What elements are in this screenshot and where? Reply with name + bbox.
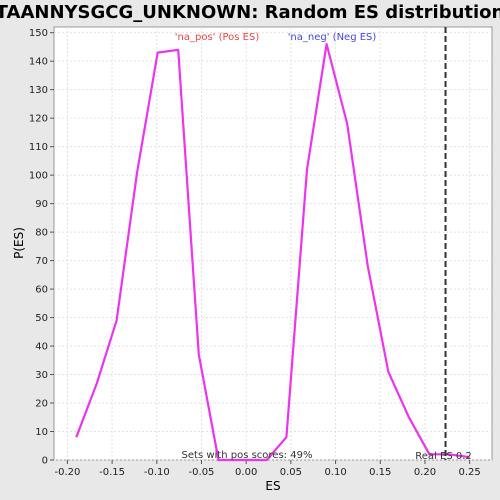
x-tick-label: 0.00	[235, 467, 257, 478]
y-tick-label: 80	[35, 228, 48, 239]
x-tick-label: 0.25	[459, 467, 481, 478]
x-tick-label: -0.10	[144, 467, 170, 478]
y-tick-label: 130	[29, 85, 48, 96]
y-tick-label: 120	[29, 114, 48, 125]
axis-ticks: 0 10 20 30 40 50 60 70 80 90 100 110 120 130 140 150 -0.…	[29, 28, 481, 478]
pos-es-label: 'na_pos' (Pos ES)	[175, 32, 260, 43]
plot-area	[53, 26, 493, 461]
pos-scores-footer: Sets with pos scores: 49%	[182, 450, 313, 461]
y-tick-label: 0	[42, 456, 48, 467]
y-tick-label: 70	[35, 256, 48, 267]
x-tick-label: -0.15	[99, 467, 125, 478]
neg-es-label: 'na_neg' (Neg ES)	[288, 32, 377, 43]
y-tick-label: 10	[35, 427, 48, 438]
y-tick-label: 90	[35, 199, 48, 210]
chart-title: TAANNYSGCG_UNKNOWN: Random ES distributi…	[0, 2, 500, 23]
y-tick-label: 140	[29, 57, 48, 68]
series-group	[75, 42, 470, 462]
y-tick-label: 30	[35, 370, 48, 381]
x-axis-label: ES	[265, 479, 280, 493]
y-tick-label: 150	[29, 28, 48, 39]
y-tick-label: 60	[35, 285, 48, 296]
x-tick-label: 0.10	[324, 467, 346, 478]
y-tick-label: 20	[35, 399, 48, 410]
y-axis-label: P(ES)	[12, 227, 26, 259]
x-tick-label: -0.20	[54, 467, 80, 478]
x-tick-label: 0.20	[414, 467, 436, 478]
grid-lines	[54, 27, 492, 461]
y-tick-label: 110	[29, 142, 48, 153]
x-tick-label: -0.05	[189, 467, 215, 478]
x-tick-label: 0.15	[369, 467, 391, 478]
real-es-label: Real ES 0.2	[415, 451, 471, 462]
y-tick-label: 100	[29, 171, 48, 182]
y-tick-label: 50	[35, 313, 48, 324]
y-tick-label: 40	[35, 342, 48, 353]
x-tick-label: 0.05	[280, 467, 302, 478]
es-distribution-line	[75, 42, 470, 462]
